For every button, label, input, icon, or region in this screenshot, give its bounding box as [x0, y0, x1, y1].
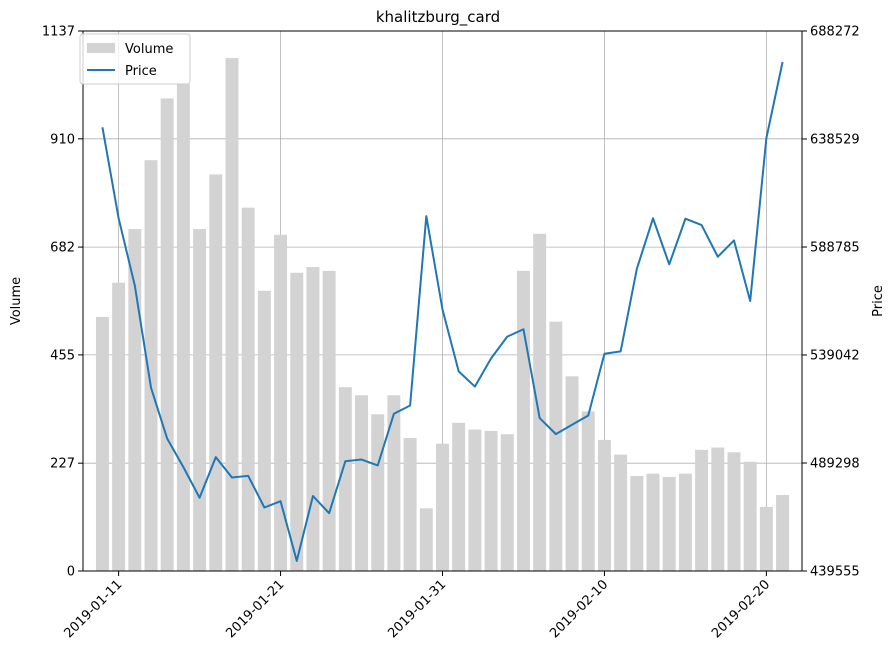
x-tick-label: 2019-01-11: [61, 577, 125, 641]
legend: Volume Price: [79, 33, 191, 85]
x-axis-ticks: 2019-01-11 2019-01-21 2019-01-31 2019-02-10…: [61, 571, 773, 641]
volume-bar: [387, 395, 401, 571]
volume-bar: [355, 395, 369, 571]
right-tick-label: 638529: [810, 132, 860, 147]
volume-bar: [484, 430, 498, 571]
volume-bar: [322, 270, 336, 571]
volume-bar: [144, 160, 158, 571]
volume-bar: [662, 476, 676, 571]
volume-bar: [306, 267, 320, 571]
volume-bar: [581, 411, 595, 571]
left-axis-ticks: 0 227 455 682 910 1137: [42, 25, 83, 580]
volume-bar: [549, 321, 563, 571]
volume-bar: [727, 452, 741, 571]
left-tick-label: 455: [50, 348, 75, 363]
x-tick-label: 2019-01-21: [223, 577, 287, 641]
volume-bar: [500, 434, 514, 571]
right-tick-label: 439555: [810, 565, 860, 580]
right-tick-label: 688272: [810, 25, 860, 40]
volume-bar: [274, 234, 288, 571]
volume-bar: [759, 506, 773, 571]
volume-bar: [209, 174, 223, 571]
right-tick-label: 588785: [810, 241, 860, 256]
volume-bar: [678, 473, 692, 571]
volume-bar: [630, 476, 644, 571]
right-tick-label: 489298: [810, 457, 860, 472]
volume-bar: [436, 443, 449, 571]
volume-bar: [452, 422, 466, 571]
left-tick-label: 0: [67, 565, 75, 580]
volume-bar: [193, 229, 207, 572]
legend-volume-label: Volume: [125, 42, 173, 57]
legend-price-label: Price: [125, 64, 157, 79]
volume-bar: [128, 229, 142, 572]
volume-bar: [176, 84, 190, 571]
volume-bar: [711, 447, 725, 571]
volume-bar: [112, 282, 126, 571]
left-axis-label: Volume: [9, 277, 24, 325]
volume-bar: [776, 495, 790, 571]
price-line: [101, 61, 784, 562]
left-tick-label: 1137: [42, 25, 75, 40]
volume-bar: [516, 270, 530, 571]
volume-bar: [565, 376, 579, 571]
right-tick-label: 539042: [810, 348, 860, 363]
volume-bar: [419, 508, 433, 571]
volume-bar: [743, 461, 757, 571]
right-axis-ticks: 439555 489298 539042 588785 638529 688272: [802, 25, 860, 580]
volume-bar: [95, 316, 109, 571]
volume-bar: [646, 473, 660, 571]
left-tick-label: 910: [50, 132, 75, 147]
x-tick-label: 2019-01-31: [385, 577, 449, 641]
left-tick-label: 682: [50, 241, 75, 256]
right-axis-label: Price: [871, 285, 886, 317]
volume-bar: [160, 98, 174, 571]
volume-bars: [95, 58, 790, 572]
legend-volume-swatch: [87, 43, 115, 53]
price-line-layer: [101, 61, 784, 562]
volume-bar: [468, 429, 482, 571]
left-tick-label: 227: [50, 457, 75, 472]
volume-bar: [403, 438, 417, 571]
volume-bar: [597, 439, 611, 571]
volume-bar: [225, 58, 239, 572]
x-tick-label: 2019-02-10: [547, 577, 611, 641]
volume-bar: [338, 387, 352, 571]
volume-bar: [257, 290, 271, 571]
x-tick-label: 2019-02-20: [709, 577, 773, 641]
volume-bar: [241, 207, 255, 571]
volume-bar: [371, 414, 385, 571]
volume-bar: [290, 272, 304, 571]
volume-bar: [533, 233, 547, 572]
volume-bar: [695, 449, 709, 571]
volume-bar: [614, 454, 628, 571]
chart-title: khalitzburg_card: [376, 8, 500, 27]
